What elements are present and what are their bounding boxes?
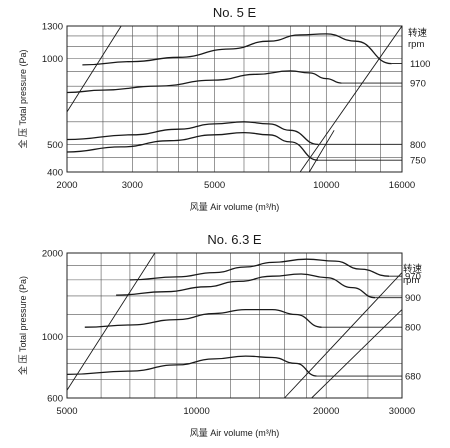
series-line-900	[116, 273, 376, 299]
x-tick-label: 16000	[389, 180, 415, 191]
x-axis-label: 风量 Air volume (m³/h)	[190, 202, 280, 212]
x-tick-label: 10000	[313, 180, 339, 191]
rpm-header-cn: 转速	[408, 27, 428, 39]
system-curve	[299, 25, 403, 173]
rpm-label-1100: 1100	[410, 59, 430, 70]
x-tick-label: 2000	[56, 180, 77, 191]
rpm-header-en: rpm	[408, 39, 424, 50]
system-curve	[66, 252, 156, 391]
series-line-680	[66, 355, 317, 377]
y-axis-label: 全 压 Total pressure (Pa)	[17, 276, 28, 375]
x-tick-label: 5000	[204, 180, 225, 191]
chart-title: No. 6.3 E	[207, 232, 262, 247]
y-axis-label: 全 压 Total pressure (Pa)	[17, 49, 28, 148]
rpm-label-750: 750	[410, 156, 426, 167]
series-line-1100	[82, 33, 392, 66]
y-tick-label: 2000	[42, 249, 63, 260]
series-line-970	[129, 258, 390, 281]
plot-frame	[66, 25, 403, 173]
system-curve	[66, 25, 122, 113]
rpm-header-cn: 转速	[403, 263, 423, 275]
series-line-800	[66, 121, 319, 146]
y-tick-label: 1300	[42, 22, 63, 33]
rpm-label-680: 680	[405, 372, 421, 383]
rpm-label-800: 800	[405, 323, 421, 334]
x-tick-label: 5000	[56, 406, 77, 417]
x-axis-label: 风量 Air volume (m³/h)	[190, 428, 280, 438]
y-tick-label: 1000	[42, 54, 63, 65]
x-tick-label: 3000	[122, 180, 143, 191]
system-curve	[308, 130, 335, 173]
series-line-750	[66, 131, 319, 161]
system-curve	[311, 309, 403, 399]
y-tick-label: 600	[47, 394, 63, 405]
chart-2: No. 6.3 E 5000 10000 20000 30000 600 1000 2000 风…	[17, 232, 423, 438]
system-curve	[284, 272, 403, 399]
plot-frame	[66, 252, 403, 399]
rpm-header-en: rpm	[403, 275, 419, 286]
chart-1: No. 5 E 2000 3000 5000 10000 16000 400 500 1000 1…	[17, 5, 430, 212]
rpm-label-800: 800	[410, 140, 426, 151]
chart-title: No. 5 E	[213, 5, 257, 20]
x-tick-label: 10000	[183, 406, 209, 417]
x-tick-label: 20000	[313, 406, 339, 417]
y-tick-label: 500	[47, 140, 63, 151]
x-tick-label: 30000	[389, 406, 415, 417]
y-tick-label: 1000	[42, 332, 63, 343]
series-line-800	[84, 308, 322, 328]
rpm-label-970: 970	[405, 272, 421, 283]
series-line-970	[66, 70, 342, 94]
y-tick-label: 400	[47, 168, 63, 179]
rpm-label-900: 900	[405, 293, 421, 304]
rpm-label-970: 970	[410, 79, 426, 90]
